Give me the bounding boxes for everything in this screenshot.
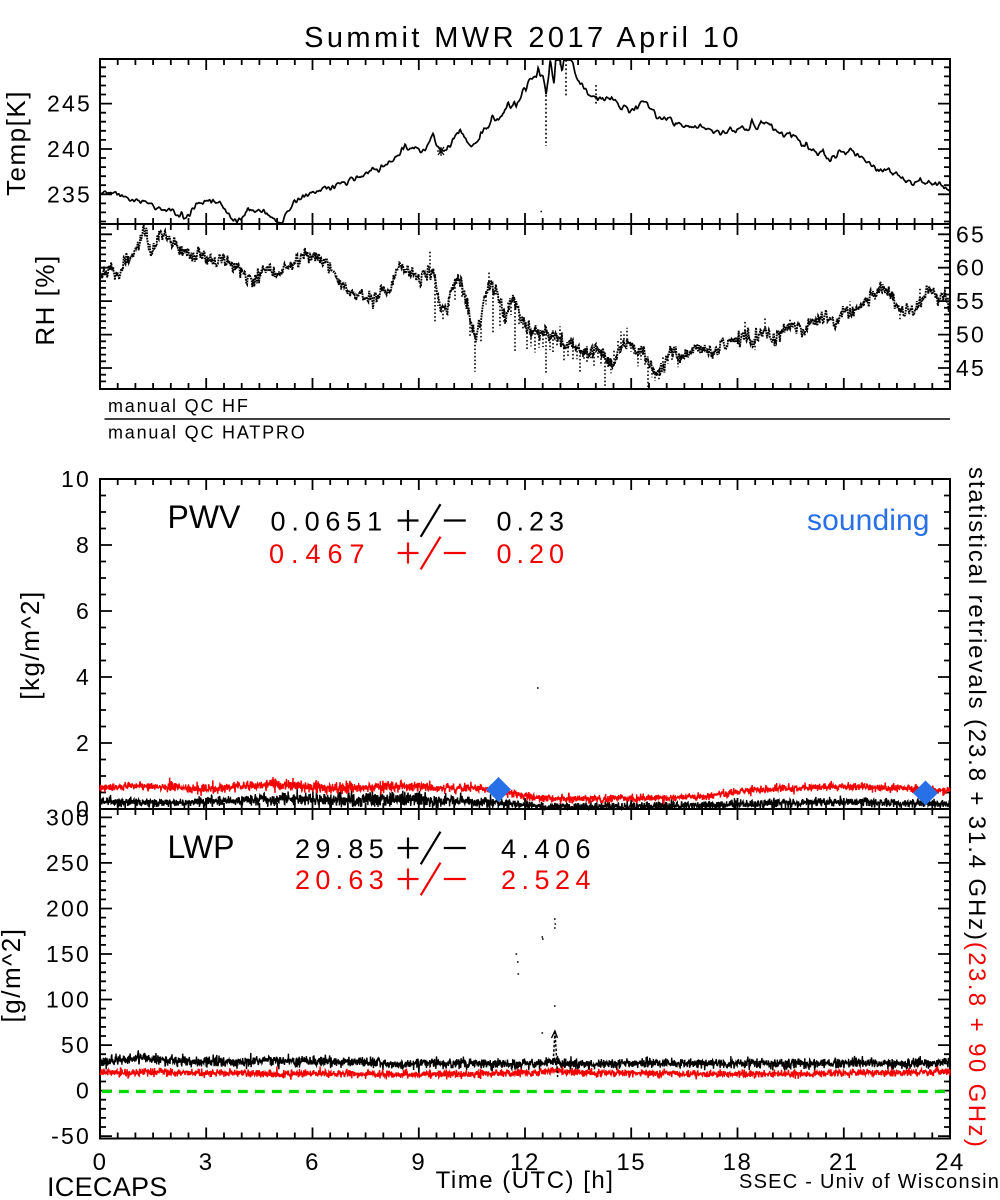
svg-text:ICECAPS: ICECAPS bbox=[47, 1172, 168, 1200]
svg-text:4: 4 bbox=[76, 664, 91, 690]
svg-text:2.524: 2.524 bbox=[501, 865, 596, 895]
svg-text:0: 0 bbox=[76, 796, 91, 822]
svg-text:240: 240 bbox=[47, 136, 92, 162]
svg-text:20.63: 20.63 bbox=[295, 865, 389, 895]
svg-text:6: 6 bbox=[76, 598, 91, 624]
svg-text:18: 18 bbox=[723, 1149, 753, 1176]
svg-text:3: 3 bbox=[199, 1149, 214, 1176]
svg-text:0: 0 bbox=[93, 1149, 108, 1176]
svg-text:250: 250 bbox=[46, 850, 91, 876]
svg-text:LWP: LWP bbox=[168, 829, 235, 865]
svg-text:8: 8 bbox=[76, 532, 91, 558]
svg-text:sounding: sounding bbox=[807, 504, 930, 537]
svg-text:Temp[K]: Temp[K] bbox=[1, 90, 31, 196]
svg-text:245: 245 bbox=[47, 91, 92, 117]
svg-text:50: 50 bbox=[61, 1032, 91, 1058]
svg-text:statistical retrievals (23.8 +: statistical retrievals (23.8 + 31.4 GHz)… bbox=[963, 467, 990, 1149]
svg-text:10: 10 bbox=[61, 466, 91, 492]
svg-text:PWV: PWV bbox=[168, 499, 242, 535]
svg-text:100: 100 bbox=[46, 987, 91, 1013]
svg-text:Time (UTC) [h]: Time (UTC) [h] bbox=[436, 1167, 615, 1194]
svg-text:24: 24 bbox=[935, 1149, 965, 1176]
svg-text:200: 200 bbox=[46, 896, 91, 922]
svg-text:0: 0 bbox=[76, 1078, 91, 1104]
svg-text:21: 21 bbox=[829, 1149, 859, 1176]
svg-text:300: 300 bbox=[46, 804, 91, 830]
svg-text:-50: -50 bbox=[51, 1123, 91, 1149]
svg-text:0.20: 0.20 bbox=[497, 539, 570, 569]
svg-text:29.85: 29.85 bbox=[295, 834, 389, 864]
svg-text:manual QC HATPRO: manual QC HATPRO bbox=[108, 423, 307, 443]
svg-text:SSEC - Univ of Wisconsin: SSEC - Univ of Wisconsin bbox=[739, 1171, 1000, 1193]
svg-text:65: 65 bbox=[956, 221, 986, 247]
svg-text:12: 12 bbox=[510, 1149, 540, 1176]
svg-text:50: 50 bbox=[956, 322, 986, 348]
svg-text:45: 45 bbox=[956, 355, 986, 381]
svg-text:150: 150 bbox=[46, 941, 91, 967]
svg-text:manual QC HF: manual QC HF bbox=[108, 396, 250, 416]
svg-text:[kg/m^2]: [kg/m^2] bbox=[15, 590, 45, 699]
svg-text:9: 9 bbox=[411, 1149, 426, 1176]
svg-text:2: 2 bbox=[76, 730, 91, 756]
svg-text:[g/m^2]: [g/m^2] bbox=[0, 928, 26, 1023]
svg-text:0.23: 0.23 bbox=[497, 507, 570, 537]
svg-text:235: 235 bbox=[47, 181, 92, 207]
svg-text:15: 15 bbox=[616, 1149, 646, 1176]
svg-text:0.467: 0.467 bbox=[269, 539, 372, 569]
svg-text:4.406: 4.406 bbox=[501, 834, 596, 864]
svg-text:0.0651: 0.0651 bbox=[271, 507, 388, 537]
svg-text:60: 60 bbox=[956, 255, 986, 281]
svg-text:55: 55 bbox=[956, 288, 986, 314]
svg-text:6: 6 bbox=[305, 1149, 320, 1176]
svg-text:Summit MWR 2017 April 10: Summit MWR 2017 April 10 bbox=[304, 22, 742, 54]
svg-text:RH [%]: RH [%] bbox=[30, 254, 60, 345]
